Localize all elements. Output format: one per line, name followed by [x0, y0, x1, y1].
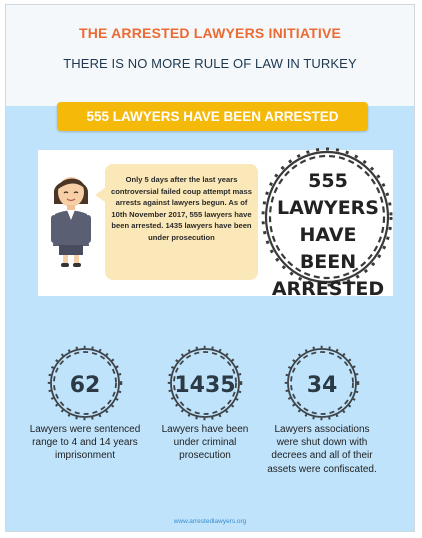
barbed-wire-wreath-icon	[167, 345, 243, 421]
businesswoman-icon	[51, 177, 91, 267]
bubble-text: Only 5 days after the last years controv…	[111, 175, 252, 242]
wreath-text: 555 LAWYERS HAVE BEEN ARRESTED	[271, 170, 385, 300]
stat-number: 34	[306, 373, 338, 398]
feature-panel: Only 5 days after the last years controv…	[38, 147, 393, 300]
barbed-wire-wreath-icon	[261, 147, 393, 287]
org-title: THE ARRESTED LAWYERS INITIATIVE	[78, 25, 342, 41]
stat-number: 1435	[174, 373, 236, 398]
headline-banner: 555 LAWYERS HAVE BEEN ARRESTED	[57, 102, 368, 131]
speech-bubble: Only 5 days after the last years controv…	[95, 164, 258, 280]
stat-description: Lawyers were sentenced range to 4 and 14…	[29, 424, 141, 462]
stat-number: 62	[69, 373, 101, 398]
infographic: THE ARRESTED LAWYERS INITIATIVE THERE IS…	[5, 4, 415, 532]
stat-description: Lawyers associations were shut down with…	[267, 424, 377, 475]
stat-description: Lawyers have been under criminal prosecu…	[161, 424, 249, 462]
barbed-wire-wreath-icon	[284, 345, 360, 421]
barbed-wire-wreath-icon	[47, 345, 123, 421]
header: THE ARRESTED LAWYERS INITIATIVE THERE IS…	[6, 5, 414, 106]
footer-url[interactable]: www.arrestedlawyers.org	[173, 518, 247, 525]
tagline: THERE IS NO MORE RULE OF LAW IN TURKEY	[63, 56, 357, 71]
